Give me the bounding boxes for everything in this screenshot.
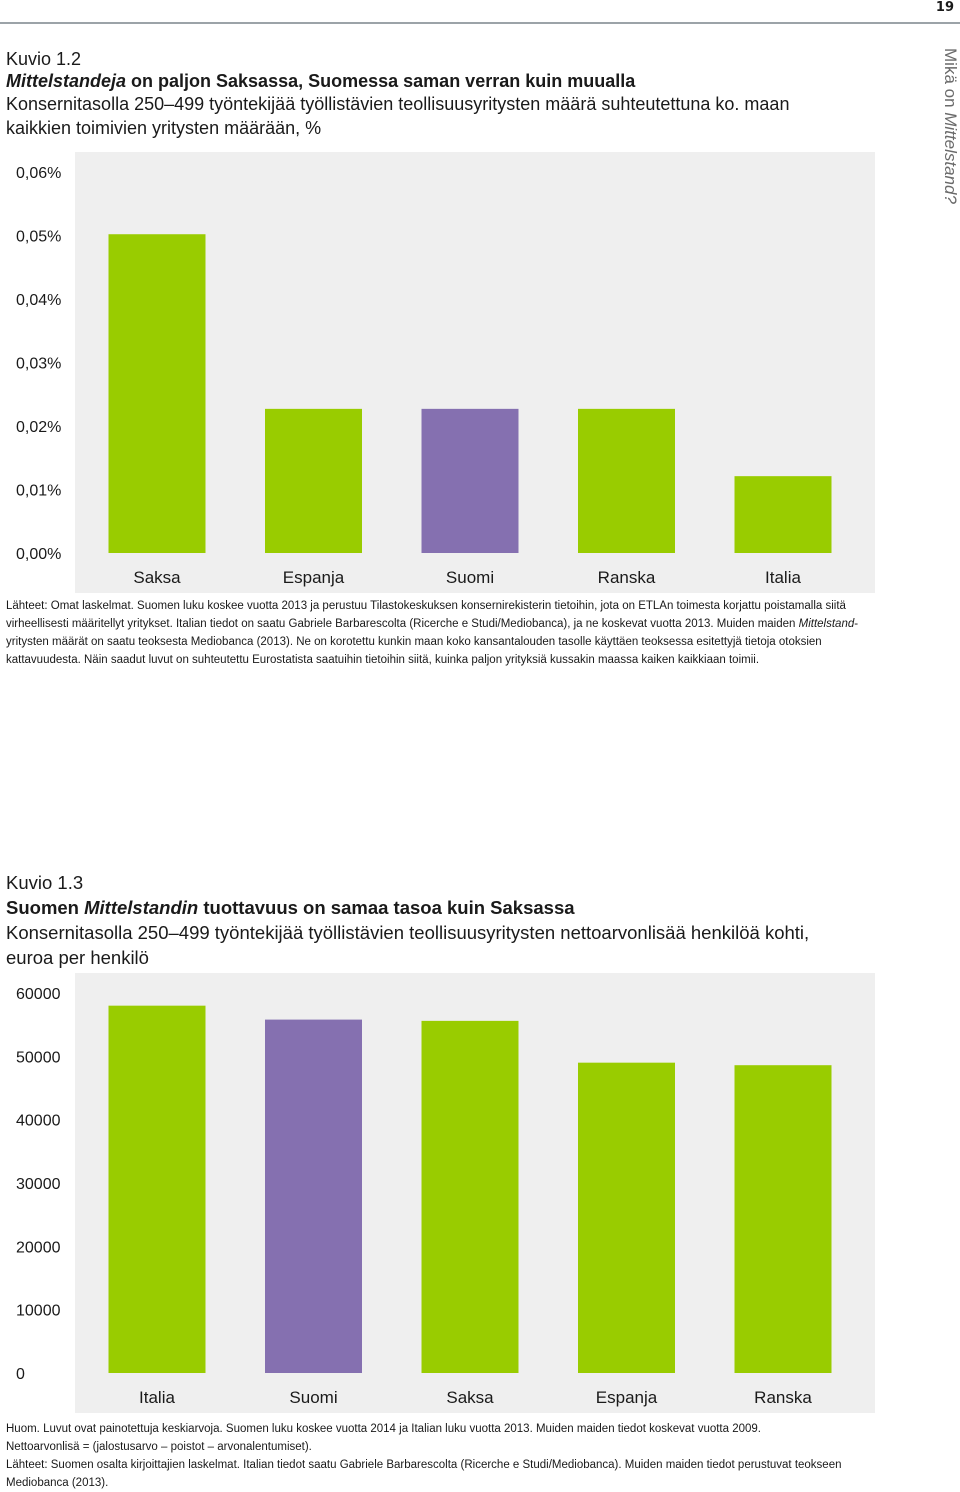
- figure1-number: Kuvio 1.2: [6, 49, 82, 69]
- figure2-title-pre: Suomen: [6, 897, 85, 918]
- chart2-category-label: Saksa: [446, 1388, 494, 1407]
- chart2-ytick-label: 40000: [16, 1113, 61, 1130]
- figure1-subtitle: Konsernitasolla 250–499 työntekijää työl…: [6, 94, 790, 138]
- chart2-ytick-label: 0: [16, 1366, 25, 1383]
- top-rule: [0, 22, 960, 24]
- chart1-ytick-label: 0,04%: [16, 292, 61, 309]
- page-number: 19: [935, 0, 954, 15]
- chart2-bar: [108, 1005, 206, 1373]
- chart1-bar: [421, 408, 519, 553]
- chart1-bar: [265, 408, 362, 553]
- figure1-title-rest: on paljon Saksassa, Suomessa saman verra…: [126, 71, 636, 91]
- figure1-title-italic: Mittelstandeja: [6, 71, 127, 91]
- side-title-prefix: Mikä on: [941, 48, 960, 113]
- chart2-category-label: Espanja: [596, 1388, 658, 1407]
- chart2-ytick-label: 50000: [16, 1049, 61, 1066]
- chart2-bar: [265, 1019, 362, 1373]
- figure2-chart: 0 10000 20000 30000 40000 50000 60000 Italia Suo…: [16, 973, 875, 1413]
- chart1-category-label: Ranska: [598, 568, 656, 587]
- figure1-chart: 0,00% 0,01% 0,02% 0,03% 0,04% 0,05% 0,06% Saksa…: [16, 152, 875, 593]
- chart2-ytick-label: 60000: [16, 986, 61, 1003]
- figure2-subtitle: Konsernitasolla 250–499 työntekijää työl…: [6, 922, 810, 968]
- chart2-ytick-label: 30000: [16, 1176, 61, 1193]
- figure1-notes-part1: Lähteet: Omat laskelmat. Suomen luku kos…: [6, 600, 846, 630]
- figure2-note-3: Lähteet: Suomen osalta kirjoittajien las…: [6, 1459, 842, 1489]
- figure1-notes-part2: -yritysten määrät on saatu teoksesta Med…: [6, 618, 859, 666]
- chart2-category-label: Italia: [139, 1388, 175, 1407]
- figure2-notes: Huom. Luvut ovat painotettuja keskiarvoj…: [6, 1420, 876, 1492]
- chart2-bar: [578, 1062, 675, 1373]
- side-title: Mikä on Mittelstand?: [941, 48, 960, 218]
- chart2-category-label: Suomi: [289, 1388, 337, 1407]
- figure2-note-2: Nettoarvonlisä = (jalostusarvo – poistot…: [6, 1441, 312, 1453]
- figure2-title: Suomen Mittelstandin tuottavuus on samaa…: [6, 895, 846, 920]
- chart1-category-label: Italia: [765, 568, 801, 587]
- chart2-ytick-label: 10000: [16, 1303, 61, 1320]
- figure2-note-1: Huom. Luvut ovat painotettuja keskiarvoj…: [6, 1423, 761, 1435]
- figure2-title-rest: tuottavuus on samaa tasoa kuin Saksassa: [198, 897, 575, 918]
- chart1-ytick-label: 0,01%: [16, 483, 61, 500]
- chart1-bar: [734, 476, 832, 553]
- chart1-ytick-label: 0,05%: [16, 229, 61, 246]
- figure2-title-italic: Mittelstandin: [84, 897, 199, 918]
- figure1-header: Kuvio 1.2 Mittelstandeja on paljon Saksa…: [6, 48, 846, 140]
- chart2-ytick-label: 20000: [16, 1239, 61, 1256]
- side-title-italic: Mittelstand?: [941, 112, 960, 204]
- figure1-notes-text: Lähteet: Omat laskelmat. Suomen luku kos…: [6, 597, 876, 669]
- figure1-notes-italic: Mittelstand: [798, 618, 855, 630]
- chart1-bar: [578, 408, 675, 553]
- chart1-ytick-label: 0,03%: [16, 356, 61, 373]
- chart1-bar: [108, 234, 206, 553]
- figure2-header: Kuvio 1.3 Suomen Mittelstandin tuottavuu…: [6, 870, 846, 970]
- chart2-bar: [734, 1065, 832, 1373]
- chart1-category-label: Suomi: [446, 568, 494, 587]
- chart2-bar: [421, 1020, 519, 1373]
- chart1-ytick-label: 0,00%: [16, 546, 61, 563]
- chart1-category-label: Espanja: [283, 568, 345, 587]
- chart1-category-label: Saksa: [133, 568, 181, 587]
- figure1-notes: Lähteet: Omat laskelmat. Suomen luku kos…: [6, 597, 876, 669]
- figure1-title: Mittelstandeja on paljon Saksassa, Suome…: [6, 70, 846, 92]
- chart2-category-label: Ranska: [754, 1388, 812, 1407]
- chart1-ytick-label: 0,06%: [16, 165, 61, 182]
- figure2-number: Kuvio 1.3: [6, 872, 84, 893]
- chart1-ytick-label: 0,02%: [16, 419, 61, 436]
